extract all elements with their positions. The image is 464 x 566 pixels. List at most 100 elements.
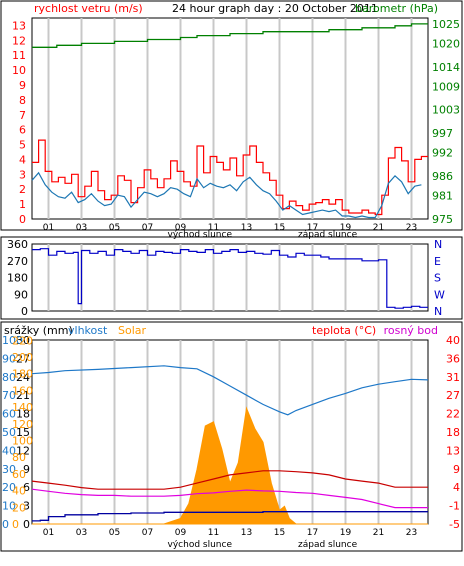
temperature-y-tick--5: -5 [449,518,460,531]
humidity-y-tick-20: 20 [2,481,16,494]
wind-y-tick-1: 1 [19,198,26,211]
sunrise-label-3: východ slunce [168,540,233,550]
pressure-y-tick-1025: 1025 [432,18,460,31]
wind-x-tick-21: 21 [373,223,384,233]
weather-x-tick-11: 11 [208,528,219,538]
rain-y-tick-3: 3 [23,500,30,513]
wind-y-tick-8: 8 [19,94,26,107]
direction-series [32,248,428,309]
pressure-y-tick-1014: 1014 [432,61,460,74]
temperature-y-tick-18: 18 [446,426,460,439]
weather-x-tick-01: 01 [43,528,54,538]
direction-compass-N-0: N [434,305,442,318]
pressure-series [32,23,428,48]
humidity-y-tick-50: 50 [2,426,16,439]
solar-y-tick-40: 40 [12,485,26,498]
weather-x-tick-21: 21 [373,528,384,538]
pressure-y-tick-975: 975 [432,213,453,226]
humidity-y-tick-30: 30 [2,463,16,476]
solar-y-tick-120: 120 [12,418,33,431]
solar-y-tick-20: 20 [12,501,26,514]
weather-x-tick-05: 05 [109,528,120,538]
wind-axis-title: rychlost vetru (m/s) [34,2,143,15]
wind-average-series [31,171,422,219]
humidity-y-tick-70: 70 [2,389,16,402]
wind-x-tick-15: 15 [274,223,285,233]
solar-y-tick-0: 0 [12,518,19,531]
direction-compass-N-4: N [434,238,442,251]
direction-y-tick-0: 0 [21,305,28,318]
humidity-y-tick-60: 60 [2,408,16,421]
wind-y-tick-2: 2 [19,183,26,196]
wind-y-tick-3: 3 [19,168,26,181]
humidity-y-tick-0: 0 [2,518,9,531]
solar-y-tick-80: 80 [12,451,26,464]
weather-x-tick-09: 09 [175,528,187,538]
temperature-y-tick-4: 4 [453,481,460,494]
temperature-legend: teplota (°C) [312,324,376,337]
temperature-y-tick-9: 9 [453,463,460,476]
dew-point-series [31,488,428,509]
chart-title: 24 hour graph day : 20 October 2011 [172,2,378,15]
direction-y-tick-270: 270 [7,255,28,268]
direction-y-tick-360: 360 [7,238,28,251]
pressure-y-tick-997: 997 [432,127,453,140]
humidity-series [31,365,429,416]
solar-y-tick-100: 100 [12,435,33,448]
solar-y-tick-160: 160 [12,384,33,397]
temperature-y-tick-22: 22 [446,408,460,421]
solar-y-tick-200: 200 [12,351,33,364]
weather-x-tick-07: 07 [142,528,153,538]
humidity-legend: vlhkost [68,324,108,337]
solar-y-tick-220: 220 [12,334,33,347]
direction-panel-frame [0,236,463,320]
weather-x-tick-19: 19 [340,528,352,538]
wind-x-tick-23: 23 [406,223,417,233]
temperature-y-tick-27: 27 [446,389,460,402]
wind-x-tick-17: 17 [307,223,318,233]
wind-x-tick-19: 19 [340,223,352,233]
wind-y-tick-4: 4 [19,153,26,166]
pressure-y-tick-1020: 1020 [432,37,460,50]
rain-y-tick-6: 6 [23,481,30,494]
solar-y-tick-60: 60 [12,468,26,481]
wind-x-tick-09: 09 [175,223,187,233]
sunset-label-1: západ slunce [298,230,358,240]
temperature-series [31,470,428,490]
rain-axis-title: srážky (mm) [4,324,73,337]
wind-y-tick-9: 9 [19,79,26,92]
rain-y-tick-24: 24 [16,371,30,384]
humidity-y-tick-90: 90 [2,352,16,365]
rain-y-tick-15: 15 [16,426,30,439]
wind-y-tick-10: 10 [12,64,26,77]
wind-x-tick-13: 13 [241,223,252,233]
temperature-y-tick-31: 31 [446,371,460,384]
wind-chart: 0123456789101112139759819869929971003100… [12,18,460,233]
direction-plot-area [31,243,429,312]
rain-y-tick-27: 27 [16,352,30,365]
direction-y-tick-90: 90 [14,288,28,301]
sunrise-label-1: východ slunce [168,230,233,240]
pressure-y-tick-1009: 1009 [432,80,460,93]
wind-x-tick-07: 07 [142,223,153,233]
wind-panel-frame [0,0,463,231]
weather-x-tick-13: 13 [241,528,252,538]
rain-y-tick-12: 12 [16,444,30,457]
direction-y-tick-180: 180 [7,272,28,285]
wind-gust-series [32,139,428,216]
wind-x-tick-05: 05 [109,223,120,233]
pressure-axis-title: barometr (hPa) [355,2,438,15]
rain-y-tick-9: 9 [23,463,30,476]
pressure-y-tick-981: 981 [432,190,453,203]
wind-plot-area [31,17,429,220]
solar-y-tick-140: 140 [12,401,33,414]
direction-compass-S-2: S [434,272,441,285]
weather-x-tick-17: 17 [307,528,318,538]
wind-y-tick-0: 0 [19,213,26,226]
dew-point-legend: rosný bod [384,324,438,337]
humidity-y-tick-40: 40 [2,444,16,457]
weather-x-tick-15: 15 [274,528,285,538]
wind-y-tick-11: 11 [12,49,26,62]
